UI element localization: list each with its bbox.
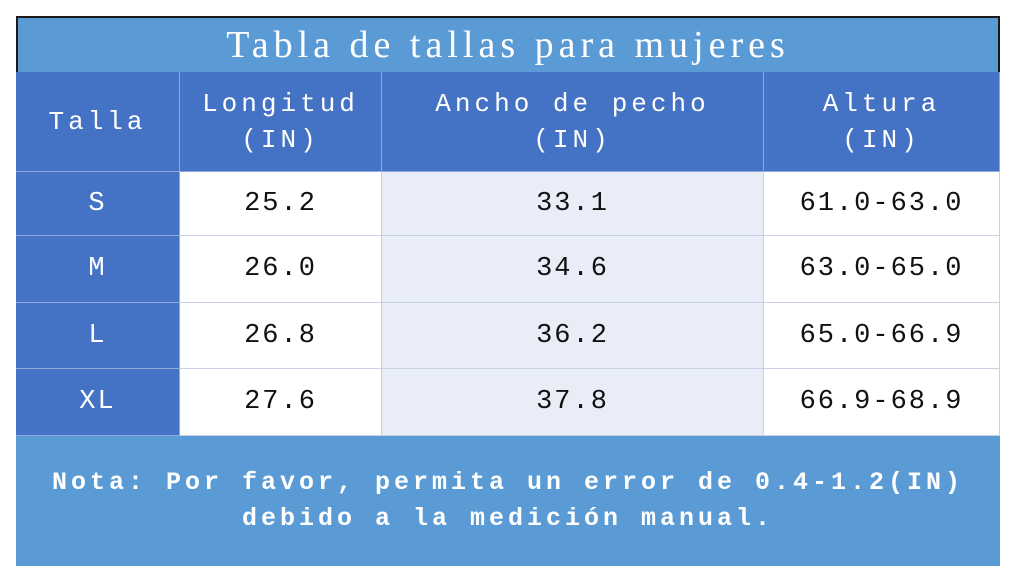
table-cell: 65.0-66.9 xyxy=(764,303,1000,369)
table-cell: 25.2 xyxy=(180,172,382,236)
title: Tabla de tallas para mujeres xyxy=(16,16,1000,72)
note-line: Nota: Por favor, permita un error de 0.4… xyxy=(51,468,965,497)
note-line: debido a la medición manual. xyxy=(241,504,775,533)
header-cell: Ancho de pecho (IN) xyxy=(382,72,764,172)
size-label: M xyxy=(16,236,180,303)
header-cell: Talla xyxy=(16,72,180,172)
header-text: Longitud xyxy=(202,88,359,119)
header-cell: Altura (IN) xyxy=(764,72,1000,172)
header-text: (IN) xyxy=(241,124,320,155)
note: Nota: Por favor, permita un error de 0.4… xyxy=(16,436,1000,566)
table-cell: 37.8 xyxy=(382,369,764,436)
header-text: (IN) xyxy=(533,124,612,155)
size-label: S xyxy=(16,172,180,236)
header-text: Ancho de pecho xyxy=(435,88,710,119)
header-cell: Longitud (IN) xyxy=(180,72,382,172)
header-text: (IN) xyxy=(842,124,921,155)
header-text: Altura xyxy=(822,88,941,119)
table-cell: 36.2 xyxy=(382,303,764,369)
table-cell: 26.8 xyxy=(180,303,382,369)
size-label: XL xyxy=(16,369,180,436)
table-cell: 66.9-68.9 xyxy=(764,369,1000,436)
table-cell: 27.6 xyxy=(180,369,382,436)
table-cell: 33.1 xyxy=(382,172,764,236)
header-text: Talla xyxy=(48,106,147,137)
table-cell: 34.6 xyxy=(382,236,764,303)
size-label: L xyxy=(16,303,180,369)
table-cell: 63.0-65.0 xyxy=(764,236,1000,303)
table-cell: 26.0 xyxy=(180,236,382,303)
table-cell: 61.0-63.0 xyxy=(764,172,1000,236)
